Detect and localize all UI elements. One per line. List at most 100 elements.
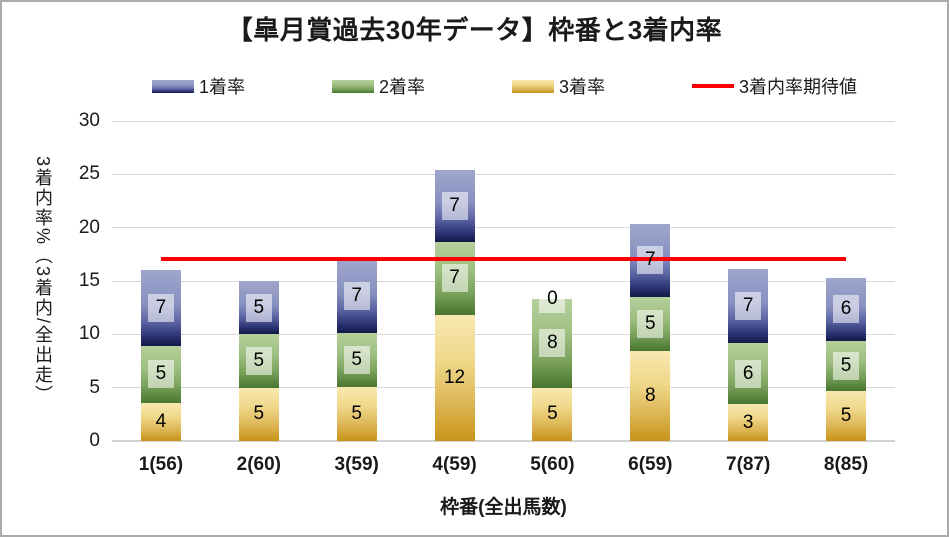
segment-label-box: 5: [637, 309, 664, 338]
segment-label-wrap: 5: [337, 387, 377, 441]
segment-label-box: 5: [245, 347, 272, 376]
segment-label-box: 8: [539, 329, 566, 358]
y-tick-label: 20: [78, 216, 100, 238]
x-tick-label: 1(56): [138, 454, 184, 475]
bar-segment-rank2: 6: [728, 342, 769, 405]
bar-group: 5 5 5: [238, 281, 279, 441]
segment-label-wrap: 5: [239, 281, 279, 334]
bar-group: 4 5 7: [140, 269, 181, 441]
bar-group: 5 5 7: [336, 260, 377, 441]
segment-label-wrap: 7: [435, 170, 475, 242]
segment-label-box: 5: [147, 360, 174, 389]
segment-label: 6: [742, 362, 754, 384]
bar-segment-rank3: 5: [238, 387, 279, 441]
segment-label: 12: [443, 366, 466, 388]
segment-label-box: 7: [441, 264, 468, 293]
grid-line: [112, 333, 895, 335]
bar-segment-rank3: 12: [434, 314, 475, 442]
segment-label-box: 5: [246, 400, 272, 428]
bar-group: 3 6 7: [728, 269, 769, 441]
bar-segment-rank1: 7: [728, 269, 769, 343]
bar-segment-rank2: 7: [434, 242, 475, 315]
legend-item-rank1: 1着率: [152, 72, 245, 100]
segment-label-wrap: 5: [239, 334, 279, 387]
legend-swatch-rank1: [152, 79, 194, 93]
bar-segment-rank1: 5: [238, 281, 279, 335]
segment-label-box: 8: [637, 382, 663, 410]
bar-segment-rank1: 7: [434, 169, 475, 243]
segment-label-box: 5: [343, 345, 370, 374]
segment-label-wrap: 0: [532, 283, 572, 315]
x-tick-label: 6(59): [628, 454, 673, 475]
segment-label: 5: [840, 354, 852, 376]
segment-label: 6: [840, 298, 852, 320]
grid-line: [112, 120, 895, 122]
segment-label-box: 5: [833, 402, 859, 430]
plot-area: 4 5 7 5 5 5 5 5 7 12 7 7 5 8 0 8 5 7 3 6 7 5 5 6: [112, 120, 895, 442]
segment-label-box: 6: [833, 295, 860, 324]
segment-label-box: 5: [833, 351, 860, 380]
segment-label-box: 4: [148, 408, 174, 436]
x-tick-label: 8(85): [823, 454, 869, 475]
bar-segment-rank1: 7: [140, 269, 181, 346]
segment-label-box: 5: [344, 400, 370, 428]
segment-label: 8: [547, 332, 558, 354]
segment-label: 5: [351, 402, 362, 424]
bar-segment-rank3: 8: [630, 350, 671, 441]
segment-label-box: 0: [539, 284, 566, 313]
bar-segment-rank1: 7: [336, 260, 377, 333]
segment-label: 5: [253, 296, 265, 318]
segment-label-wrap: 5: [337, 333, 377, 387]
bar-segment-rank2: 5: [336, 332, 377, 387]
y-tick-label: 15: [78, 270, 100, 291]
segment-label-wrap: 5: [630, 297, 670, 351]
legend-item-rank3: 3着率: [512, 72, 605, 100]
segment-label: 5: [351, 348, 362, 370]
x-tick-label: 3(59): [334, 454, 379, 475]
segment-label: 5: [645, 312, 656, 334]
bar-segment-rank1: 6: [826, 277, 867, 341]
segment-label-wrap: 5: [532, 388, 572, 441]
segment-label-wrap: 7: [141, 270, 181, 346]
segment-label-box: 7: [735, 292, 762, 321]
segment-label-box: 12: [438, 364, 471, 392]
segment-label-wrap: 8: [630, 351, 670, 441]
segment-label-box: 7: [441, 192, 468, 221]
segment-label: 5: [253, 350, 265, 372]
segment-label-wrap: 7: [337, 260, 377, 332]
y-tick-label: 0: [89, 430, 100, 451]
segment-label-wrap: 5: [141, 346, 181, 403]
grid-line: [112, 387, 895, 389]
legend-item-rank2: 2着率: [332, 72, 425, 100]
bar-segment-rank2: 5: [630, 296, 671, 351]
y-tick-label: 30: [78, 110, 100, 131]
x-tick-label: 7(87): [726, 454, 771, 475]
legend-label: 1着率: [199, 77, 246, 97]
bar-group: 5 8 0: [532, 284, 573, 441]
y-tick-label: 10: [78, 323, 100, 345]
segment-label-box: 6: [735, 359, 762, 388]
y-axis-title: 3着内率%（3着内/全出走）: [33, 156, 53, 406]
legend-swatch-rank2: [332, 79, 374, 93]
bar-group: 5 5 6: [826, 277, 867, 441]
segment-label-box: 7: [147, 293, 174, 322]
segment-label-wrap: 5: [826, 341, 866, 391]
legend-item-expected: 3着内率期待値: [692, 72, 857, 100]
bar-group: 12 7 7: [434, 169, 475, 442]
segment-label-wrap: 7: [728, 269, 768, 343]
segment-label: 7: [449, 267, 460, 289]
segment-label: 5: [840, 404, 852, 426]
segment-label-wrap: 12: [435, 315, 475, 442]
x-tick-label: 5(60): [530, 454, 575, 475]
segment-label-box: 5: [539, 400, 565, 428]
segment-label: 5: [253, 403, 265, 425]
segment-label-box: 5: [245, 293, 272, 322]
legend-swatch-rank3: [512, 79, 554, 93]
segment-label-wrap: 6: [728, 343, 768, 404]
x-tick-label: 2(60): [236, 454, 281, 475]
segment-label-wrap: 8: [532, 299, 572, 388]
segment-label: 8: [645, 384, 656, 406]
segment-label-wrap: 3: [728, 404, 768, 441]
bar-segment-rank3: 5: [826, 390, 867, 441]
